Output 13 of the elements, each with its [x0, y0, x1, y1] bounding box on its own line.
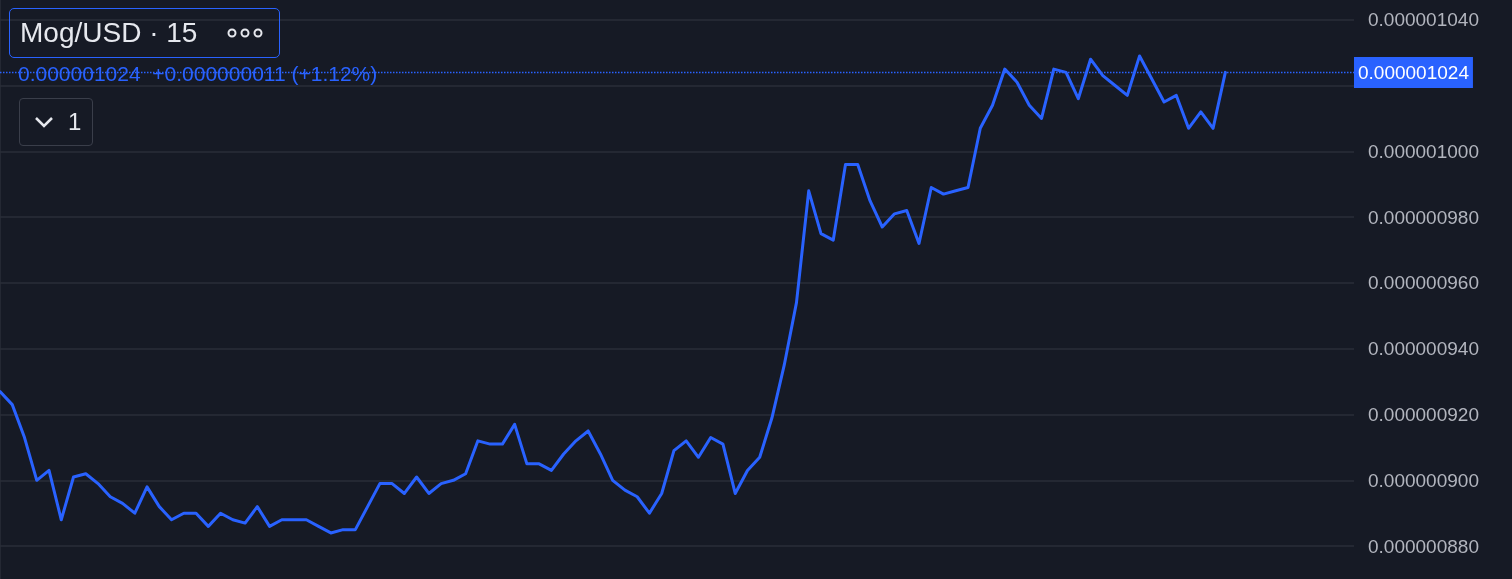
y-tick-label: 0.000000980 — [1368, 206, 1479, 228]
annotation: 1 — [68, 108, 82, 136]
y-tick-label: 0.000000880 — [1368, 535, 1479, 557]
y-tick-label: 0.000001000 — [1368, 140, 1479, 162]
y-tick-label: 0.000000900 — [1368, 469, 1479, 491]
text: Mog/USD · 15 — [20, 17, 198, 49]
text: 0.000001024 +0.000000011 (+1.12%) — [18, 62, 378, 86]
ref-line-label: 0.000001024 — [1358, 61, 1470, 83]
collapse-button: 1 — [19, 98, 93, 146]
y-tick-label: 0.000000960 — [1368, 272, 1479, 294]
y-tick-label: 0.000000920 — [1368, 404, 1479, 426]
y-tick-label: 0.000000940 — [1368, 338, 1479, 360]
y-tick-label: 0.000001040 — [1368, 9, 1479, 31]
